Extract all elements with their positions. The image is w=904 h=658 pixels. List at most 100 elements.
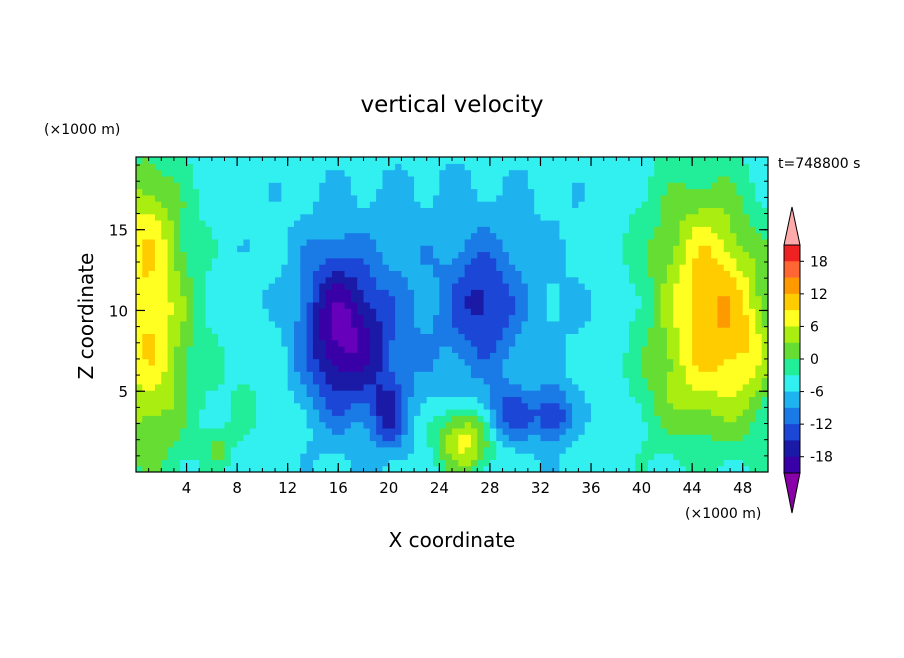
heatmap-cell (496, 213, 504, 221)
heatmap-cell (287, 157, 295, 164)
heatmap-cell (142, 327, 150, 334)
heatmap-cell (173, 396, 181, 404)
heatmap-cell (673, 402, 681, 410)
heatmap-cell (331, 295, 339, 303)
heatmap-cell (363, 201, 371, 208)
heatmap-cell (312, 245, 320, 253)
heatmap-cell (464, 352, 472, 360)
heatmap-cell (742, 301, 750, 309)
heatmap-cell (717, 453, 725, 460)
heatmap-cell (572, 339, 579, 347)
heatmap-cell (723, 264, 731, 271)
heatmap-cell (331, 220, 339, 227)
heatmap-cell (635, 364, 643, 372)
heatmap-cell (173, 434, 181, 442)
heatmap-cell (420, 333, 428, 341)
heatmap-cell (565, 453, 573, 460)
heatmap-cell (445, 213, 453, 221)
heatmap-cell (616, 371, 624, 379)
heatmap-cell (692, 339, 700, 347)
heatmap-cell (692, 251, 700, 259)
heatmap-cell (679, 364, 687, 372)
heatmap-cell (692, 320, 700, 328)
heatmap-cell (698, 459, 706, 467)
heatmap-cell (363, 226, 371, 234)
heatmap-cell (281, 283, 289, 290)
heatmap-cell (496, 459, 504, 467)
heatmap-cell (736, 327, 744, 334)
heatmap-cell (294, 364, 301, 372)
heatmap-cell (281, 440, 289, 448)
heatmap-cell (319, 301, 327, 309)
heatmap-cell (262, 295, 270, 303)
heatmap-cell (685, 346, 693, 353)
heatmap-cell (218, 169, 226, 177)
heatmap-cell (433, 257, 440, 265)
heatmap-cell (559, 383, 567, 391)
heatmap-cell (742, 207, 750, 215)
heatmap-cell (243, 301, 251, 309)
heatmap-cell (736, 427, 744, 435)
heatmap-cell (205, 396, 213, 404)
heatmap-cell (142, 188, 150, 196)
heatmap-cell (730, 289, 737, 297)
heatmap-cell (167, 333, 175, 341)
heatmap-cell (300, 339, 308, 347)
heatmap-cell (584, 421, 592, 429)
heatmap-cell (692, 163, 700, 171)
heatmap-cell (508, 207, 516, 215)
heatmap-cell (704, 446, 712, 454)
heatmap-cell (407, 295, 415, 303)
heatmap-cell (154, 201, 162, 208)
heatmap-cell (603, 346, 611, 353)
heatmap-cell (489, 251, 497, 259)
heatmap-cell (508, 238, 516, 246)
heatmap-cell (256, 320, 263, 328)
heatmap-cell (755, 346, 763, 353)
heatmap-cell (610, 188, 617, 196)
heatmap-cell (704, 346, 712, 353)
heatmap-cell (635, 251, 643, 259)
heatmap-cell (369, 157, 377, 164)
heatmap-cell (312, 251, 320, 259)
heatmap-cell (369, 169, 377, 177)
heatmap-cell (186, 409, 194, 416)
heatmap-cell (306, 465, 314, 472)
heatmap-cell (553, 415, 561, 423)
heatmap-cell (635, 213, 643, 221)
heatmap-cell (205, 314, 213, 322)
heatmap-cell (647, 396, 655, 404)
heatmap-cell (717, 188, 725, 196)
heatmap-cell (186, 257, 194, 265)
heatmap-cell (382, 352, 390, 360)
heatmap-cell (167, 283, 175, 290)
heatmap-cell (452, 440, 459, 448)
heatmap-cell (136, 402, 143, 410)
heatmap-cell (540, 283, 548, 290)
heatmap-cell (546, 188, 554, 196)
heatmap-cell (508, 289, 516, 297)
heatmap-cell (268, 453, 276, 460)
heatmap-cell (508, 339, 516, 347)
heatmap-cell (692, 301, 700, 309)
heatmap-cell (641, 257, 649, 265)
heatmap-cell (527, 320, 535, 328)
heatmap-cell (723, 421, 731, 429)
heatmap-cell (553, 409, 561, 416)
heatmap-cell (603, 396, 611, 404)
heatmap-cell (256, 346, 263, 353)
heatmap-cell (666, 402, 674, 410)
heatmap-cell (711, 188, 719, 196)
heatmap-cell (230, 226, 238, 234)
heatmap-cell (742, 157, 750, 164)
heatmap-cell (470, 264, 478, 271)
heatmap-cell (173, 264, 181, 271)
heatmap-cell (287, 207, 295, 215)
heatmap-cell (142, 364, 150, 372)
heatmap-cell (489, 346, 497, 353)
heatmap-cell (154, 459, 162, 467)
heatmap-cell (565, 314, 573, 322)
heatmap-cell (243, 377, 251, 385)
heatmap-cell (515, 264, 523, 271)
heatmap-cell (527, 421, 535, 429)
